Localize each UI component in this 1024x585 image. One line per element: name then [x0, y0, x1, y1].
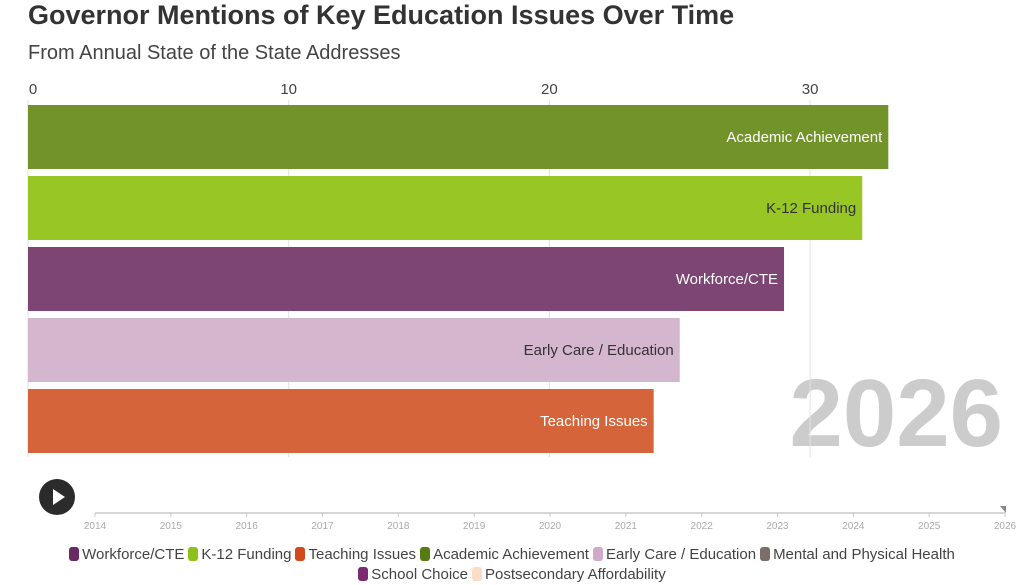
- bar-label: Teaching Issues: [540, 413, 648, 430]
- legend-label: Academic Achievement: [433, 546, 589, 563]
- bar-k-12-funding: [28, 176, 863, 240]
- legend-swatch: [760, 547, 771, 561]
- bar-workforce-cte: [28, 247, 785, 311]
- legend-label: K-12 Funding: [201, 546, 292, 563]
- chart-subtitle: From Annual State of the State Addresses: [28, 42, 401, 64]
- bar-label: K-12 Funding: [766, 200, 856, 217]
- legend-item[interactable]: Early Care / Education: [592, 545, 757, 565]
- timeline-year-label: 2026: [994, 521, 1017, 532]
- year-watermark: 2026: [789, 360, 1003, 467]
- legend-item[interactable]: Workforce/CTE: [69, 545, 184, 565]
- legend-swatch: [420, 547, 431, 561]
- legend-swatch: [592, 547, 603, 561]
- timeline-year-label: 2021: [615, 521, 638, 532]
- legend-label: Mental and Physical Health: [773, 546, 955, 563]
- bar-label: Early Care / Education: [524, 342, 674, 359]
- legend-label: Workforce/CTE: [82, 546, 185, 563]
- timeline-year-label: 2020: [539, 521, 562, 532]
- timeline-handle[interactable]: [1000, 506, 1006, 513]
- timeline-year-label: 2025: [918, 521, 941, 532]
- timeline-year-label: 2019: [463, 521, 486, 532]
- legend-item[interactable]: Teaching Issues: [295, 545, 416, 565]
- play-button[interactable]: [39, 479, 75, 515]
- bar-label: Academic Achievement: [726, 129, 883, 146]
- legend-item[interactable]: School Choice: [358, 565, 468, 585]
- timeline-year-label: 2015: [160, 521, 183, 532]
- legend-label: Early Care / Education: [605, 546, 757, 563]
- timeline-year-label: 2022: [691, 521, 714, 532]
- legend-swatch: [358, 567, 369, 581]
- legend-label: School Choice: [371, 566, 469, 583]
- bar-early-care-education: [28, 318, 680, 382]
- legend-swatch: [472, 567, 483, 581]
- legend-item[interactable]: K-12 Funding: [188, 545, 291, 565]
- legend-item[interactable]: Mental and Physical Health: [760, 545, 955, 565]
- x-tick-label: 0: [29, 81, 37, 98]
- x-tick-label: 10: [280, 81, 297, 98]
- x-tick-label: 30: [802, 81, 819, 98]
- timeline-year-label: 2018: [387, 521, 410, 532]
- legend-label: Teaching Issues: [308, 546, 417, 563]
- x-tick-label: 20: [541, 81, 558, 98]
- timeline-year-label: 2023: [766, 521, 789, 532]
- legend-swatch: [188, 547, 199, 561]
- legend-item[interactable]: Academic Achievement: [420, 545, 589, 565]
- timeline-year-label: 2024: [842, 521, 865, 532]
- chart-title: Governor Mentions of Key Education Issue…: [28, 0, 735, 30]
- legend-swatch: [295, 547, 306, 561]
- timeline-year-label: 2014: [84, 521, 107, 532]
- bar-label: Workforce/CTE: [676, 271, 778, 288]
- timeline-year-label: 2017: [311, 521, 334, 532]
- legend-swatch: [69, 547, 80, 561]
- legend-label: Postsecondary Affordability: [485, 566, 666, 583]
- bar-academic-achievement: [28, 105, 889, 169]
- bar-teaching-issues: [28, 389, 654, 453]
- legend: Workforce/CTE K-12 Funding Teaching Issues…: [0, 545, 1024, 585]
- legend-item[interactable]: Postsecondary Affordability: [472, 565, 666, 585]
- timeline-year-label: 2016: [236, 521, 259, 532]
